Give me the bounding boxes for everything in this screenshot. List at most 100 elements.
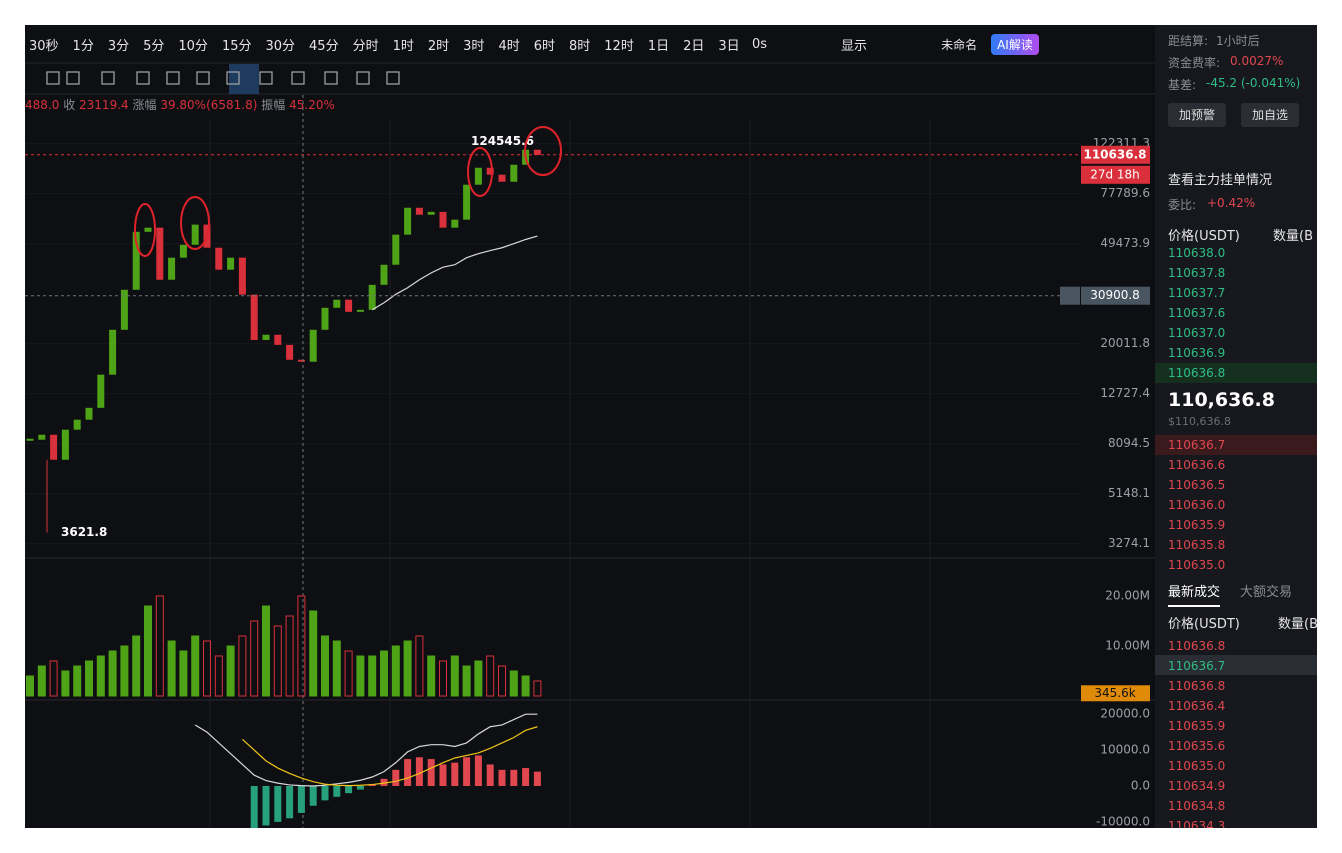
- timeframe[interactable]: 15分: [221, 38, 252, 54]
- volume-bar: [321, 635, 329, 697]
- candle: [250, 294, 258, 340]
- volume-bar: [238, 635, 247, 697]
- trade-price: 110636.7: [1168, 659, 1226, 673]
- volume-bar: [73, 665, 82, 697]
- crosshair-tag: [1081, 286, 1150, 305]
- tool-icon: [226, 71, 240, 85]
- timeframe[interactable]: 3日: [718, 38, 740, 54]
- candle: [368, 284, 376, 310]
- bid-price: 110635.8: [1168, 538, 1226, 552]
- trade-price: 110636.4: [1168, 699, 1226, 713]
- trade-price: 110635.9: [1168, 719, 1226, 733]
- timeframe[interactable]: 1时: [392, 38, 414, 54]
- timeframe[interactable]: 5分: [143, 38, 165, 54]
- volume-bar: [85, 660, 93, 697]
- macd-bar: [262, 785, 270, 826]
- timeframe[interactable]: 1日: [647, 38, 670, 54]
- y-tick-label: 20011.8: [1100, 336, 1150, 350]
- candle: [120, 289, 128, 330]
- candle: [486, 167, 494, 175]
- candle: [50, 434, 58, 460]
- timeframe[interactable]: 30秒: [29, 38, 59, 54]
- volume-bar: [167, 640, 176, 697]
- trade-price: 110634.3: [1168, 819, 1226, 828]
- crosshair-plus: [1060, 286, 1080, 305]
- volume-bar: [344, 650, 353, 697]
- timeframe[interactable]: 4时: [498, 38, 520, 54]
- y-tick-label: 49473.9: [1100, 236, 1150, 250]
- timeframe[interactable]: 2日: [683, 38, 705, 54]
- y-tick-label: 20.00M: [1105, 589, 1150, 603]
- candle: [474, 167, 482, 185]
- tool-icon: [196, 71, 210, 85]
- highlight-circle: [180, 196, 210, 250]
- candle: [463, 184, 471, 220]
- settle-label: 距结算:: [1168, 34, 1209, 48]
- display-button[interactable]: 显示: [841, 38, 868, 54]
- candle: [451, 219, 459, 228]
- timeframe[interactable]: 3时: [463, 38, 485, 54]
- candle: [227, 257, 235, 270]
- bid-price: 110635.9: [1168, 518, 1226, 532]
- tool-icon: [166, 71, 180, 85]
- candle: [156, 227, 164, 280]
- layout-name[interactable]: 未命名: [941, 37, 978, 52]
- row-highlight: [1155, 363, 1317, 383]
- candle: [85, 407, 93, 420]
- candle: [333, 299, 341, 308]
- candle: [392, 234, 400, 265]
- last-usd: $110,636.8: [1168, 415, 1231, 428]
- candle: [168, 257, 176, 280]
- timeframe[interactable]: 30分: [265, 38, 296, 54]
- timeframe[interactable]: 分时: [352, 38, 379, 54]
- trades-tab[interactable]: 最新成交: [1168, 581, 1221, 607]
- app-frame: 122311.3 77789.6 49473.9 20011.8 12727.4 8094…: [25, 25, 1317, 828]
- watch-button[interactable]: 加自选: [1241, 103, 1299, 127]
- trade-price: 110634.9: [1168, 779, 1226, 793]
- candle: [404, 207, 412, 235]
- highlight-circle: [524, 126, 562, 176]
- tool-icon: [136, 71, 150, 85]
- y-tick-label: 10000.0: [1100, 743, 1150, 757]
- candle: [38, 434, 46, 440]
- trade-price: 110636.8: [1168, 639, 1226, 653]
- macd-bar: [250, 785, 258, 828]
- macd-bar: [286, 785, 294, 819]
- candle: [321, 307, 329, 330]
- trades-price-header: 价格(USDT): [1168, 617, 1240, 632]
- timeframe[interactable]: 10分: [178, 38, 208, 54]
- last-price-label: 110636.8: [1083, 147, 1146, 161]
- ai-button[interactable]: AI解读: [991, 33, 1039, 55]
- depth-link[interactable]: 查看主力挂单情况: [1168, 173, 1273, 188]
- timeframe[interactable]: 45分: [309, 38, 339, 54]
- timeframe[interactable]: 2时: [427, 38, 450, 54]
- macd-bar: [345, 785, 353, 794]
- macd-bar: [510, 769, 518, 786]
- timeframe[interactable]: 1分: [72, 38, 94, 54]
- timeframe[interactable]: 8时: [569, 38, 591, 54]
- volume-bar: [120, 645, 129, 697]
- timeframe[interactable]: 12时: [604, 38, 634, 54]
- volume-tag: [1081, 685, 1150, 702]
- volume-bar: [533, 680, 542, 697]
- large-trades-tab[interactable]: 大额交易: [1240, 585, 1293, 600]
- alert-button[interactable]: 加预警: [1168, 103, 1226, 127]
- amp-label: 振幅: [261, 98, 286, 112]
- macd-bar: [427, 759, 435, 786]
- candle: [144, 227, 152, 232]
- trade-price: 110634.8: [1168, 799, 1226, 813]
- timeframe[interactable]: 6时: [533, 38, 555, 54]
- macd-bar: [392, 769, 400, 786]
- volume-bar: [474, 660, 483, 697]
- candle: [26, 438, 34, 441]
- tool-icon: [291, 71, 305, 85]
- basis: -45.2 (-0.041%): [1206, 76, 1301, 90]
- tool-icon: [324, 71, 338, 85]
- volume-bar: [37, 665, 46, 697]
- y-tick-label: 20000.0: [1100, 707, 1150, 721]
- tool-icon: [101, 71, 115, 85]
- macd-bar: [309, 785, 317, 806]
- macd-bar: [297, 785, 305, 813]
- volume-bar: [486, 655, 495, 697]
- timeframe[interactable]: 3分: [107, 38, 130, 54]
